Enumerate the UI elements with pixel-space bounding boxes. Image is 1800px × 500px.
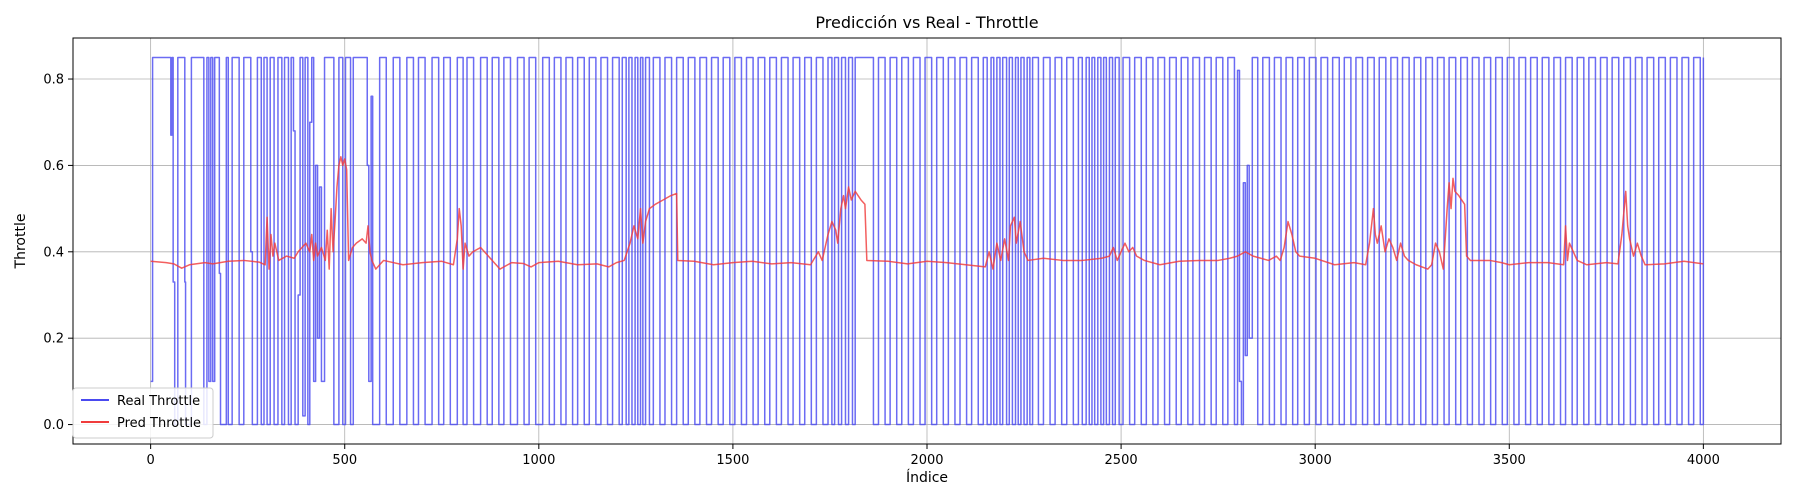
x-tick-label: 2500 (1105, 453, 1138, 468)
x-tick-label: 1500 (716, 453, 749, 468)
x-tick-label: 500 (332, 453, 357, 468)
legend: Real Throttle Pred Throttle (72, 387, 214, 439)
y-tick-label: 0.4 (43, 245, 64, 260)
x-axis-ticks: 0 500 1000 1500 2000 2500 3000 3500 4000 (146, 444, 1720, 468)
chart-title: Predicción vs Real - Throttle (815, 13, 1038, 32)
y-tick-label: 0.8 (43, 73, 64, 88)
x-tick-label: 4000 (1687, 453, 1720, 468)
x-tick-label: 2000 (910, 453, 943, 468)
x-axis-label: Índice (906, 469, 948, 486)
y-axis-ticks: 0.0 0.2 0.4 0.6 0.8 (43, 73, 73, 433)
plot-lines (150, 56, 1705, 426)
y-tick-label: 0.2 (43, 332, 64, 347)
y-tick-label: 0.0 (43, 418, 64, 433)
y-tick-label: 0.6 (43, 159, 64, 174)
legend-label-real: Real Throttle (117, 394, 200, 409)
x-tick-label: 1000 (522, 453, 555, 468)
x-tick-label: 3500 (1493, 453, 1526, 468)
x-tick-label: 0 (146, 453, 154, 468)
legend-label-pred: Pred Throttle (117, 416, 201, 431)
pred-throttle-line (150, 156, 1704, 270)
y-axis-label: Throttle (13, 214, 29, 270)
real-throttle-line (150, 56, 1705, 426)
x-tick-label: 3000 (1299, 453, 1332, 468)
